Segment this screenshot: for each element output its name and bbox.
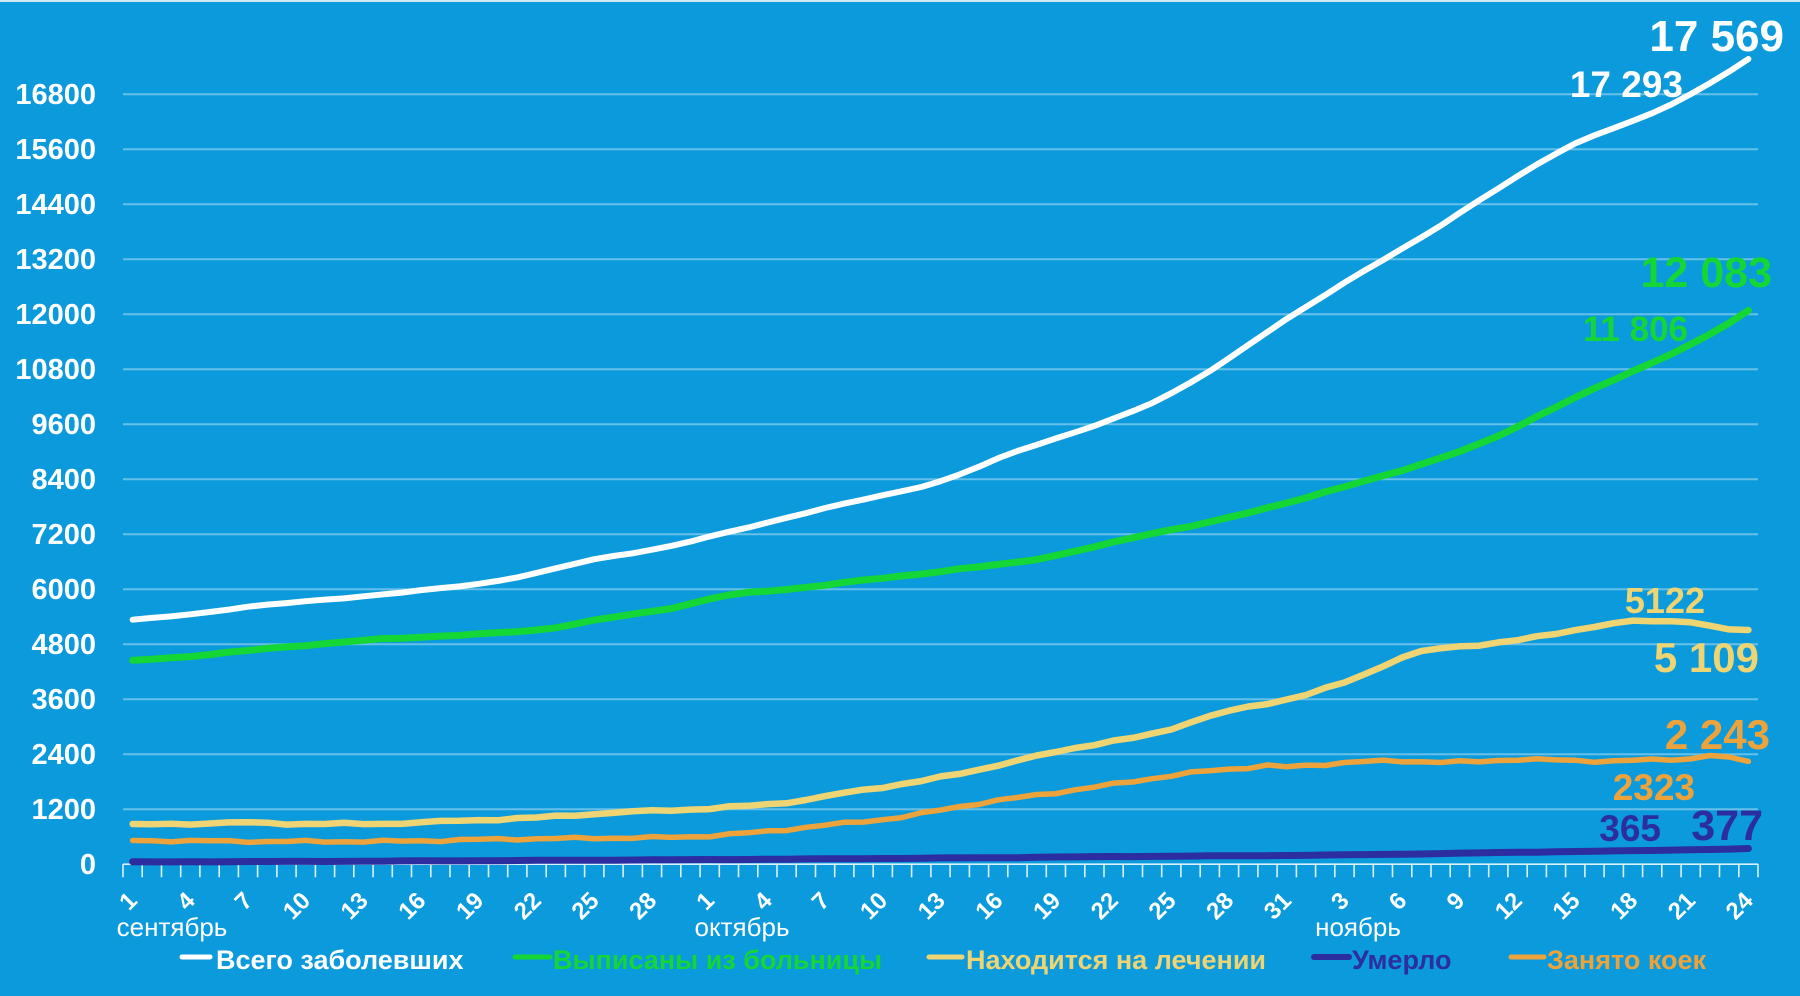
svg-text:7200: 7200 xyxy=(31,519,96,551)
svg-text:5122: 5122 xyxy=(1625,580,1705,621)
svg-text:0: 0 xyxy=(80,849,96,881)
svg-text:4800: 4800 xyxy=(31,629,96,661)
svg-text:сентябрь: сентябрь xyxy=(117,912,228,942)
svg-text:Находится на лечении: Находится на лечении xyxy=(966,945,1266,975)
svg-text:8400: 8400 xyxy=(31,464,96,496)
svg-text:12000: 12000 xyxy=(15,299,96,331)
svg-text:377: 377 xyxy=(1691,802,1763,850)
svg-text:9600: 9600 xyxy=(31,409,96,441)
svg-text:2323: 2323 xyxy=(1613,767,1695,808)
svg-text:октябрь: октябрь xyxy=(694,912,789,942)
svg-text:365: 365 xyxy=(1599,808,1661,849)
svg-text:Выписаны из больницы: Выписаны из больницы xyxy=(553,945,882,975)
svg-text:Всего заболевших: Всего заболевших xyxy=(216,945,464,975)
svg-text:ноябрь: ноябрь xyxy=(1315,912,1401,942)
svg-text:2400: 2400 xyxy=(31,739,96,771)
svg-text:6000: 6000 xyxy=(31,574,96,606)
svg-text:Умерло: Умерло xyxy=(1352,945,1452,975)
svg-text:13200: 13200 xyxy=(15,244,96,276)
svg-text:15600: 15600 xyxy=(15,134,96,166)
svg-text:17 293: 17 293 xyxy=(1570,64,1683,105)
svg-text:2 243: 2 243 xyxy=(1665,711,1770,758)
svg-text:1200: 1200 xyxy=(31,794,96,826)
svg-text:16800: 16800 xyxy=(15,79,96,111)
svg-text:3600: 3600 xyxy=(31,684,96,716)
svg-text:17 569: 17 569 xyxy=(1649,12,1784,61)
svg-text:12 083: 12 083 xyxy=(1640,249,1772,297)
svg-text:14400: 14400 xyxy=(15,189,96,221)
svg-text:5 109: 5 109 xyxy=(1654,634,1759,681)
svg-text:11 806: 11 806 xyxy=(1583,310,1688,349)
svg-text:10800: 10800 xyxy=(15,354,96,386)
svg-text:Занято коек: Занято коек xyxy=(1547,945,1707,975)
